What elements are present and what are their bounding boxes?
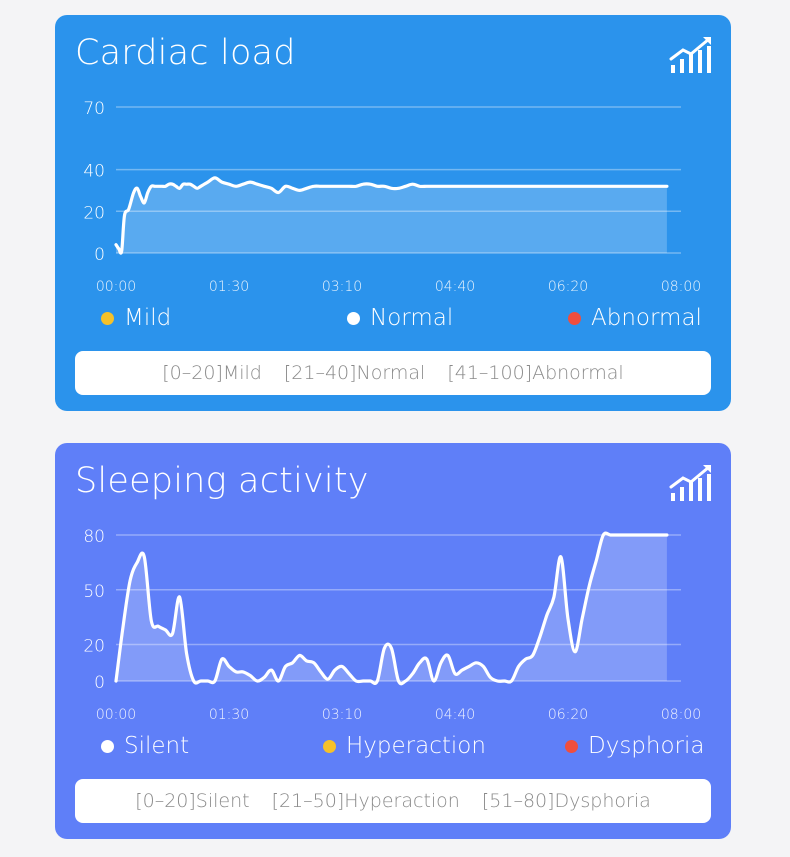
y-tick-label: 50 xyxy=(83,582,105,602)
y-tick-label: 20 xyxy=(83,637,105,657)
sleeping-activity-card: Sleeping activity 0 20 50 80 00:00 01:30 03:10… xyxy=(55,443,731,839)
legend: Mild Normal Abnormal xyxy=(55,305,731,335)
x-tick-label: 03:10 xyxy=(322,707,362,723)
x-tick-label: 03:10 xyxy=(322,279,362,295)
legend-label: Silent xyxy=(124,733,190,759)
series-line xyxy=(114,531,669,686)
range-hyperaction: [21–50]Hyperaction xyxy=(271,790,460,812)
series-area xyxy=(116,177,667,254)
legend-item-silent: Silent xyxy=(101,733,189,759)
x-tick-label: 06:20 xyxy=(548,279,588,295)
legend-item-mild: Mild xyxy=(101,305,171,331)
sleeping-activity-chart: 0 20 50 80 00:00 01:30 03:10 04:40 06:20 08:00 xyxy=(83,527,701,723)
legend-dot xyxy=(565,739,578,753)
y-tick-label: 0 xyxy=(94,673,105,693)
legend-dot xyxy=(323,739,336,753)
trend-chart-icon[interactable] xyxy=(669,35,713,75)
y-tick-label: 80 xyxy=(83,527,105,547)
x-tick-label: 01:30 xyxy=(209,707,249,723)
legend-item-normal: Normal xyxy=(347,305,453,331)
legend-label: Abnormal xyxy=(591,305,702,331)
x-tick-label: 04:40 xyxy=(435,279,475,295)
legend-dot xyxy=(347,311,360,325)
x-tick-label: 00:00 xyxy=(96,707,136,723)
x-tick-label: 04:40 xyxy=(435,707,475,723)
y-tick-label: 0 xyxy=(94,245,105,265)
legend-label: Hyperaction xyxy=(346,733,486,759)
card-title: Sleeping activity xyxy=(75,461,369,501)
legend-label: Dysphoria xyxy=(588,733,705,759)
x-tick-label: 08:00 xyxy=(661,707,701,723)
range-info-box: [0–20]Silent [21–50]Hyperaction [51–80]D… xyxy=(75,779,711,823)
range-silent: [0–20]Silent xyxy=(135,790,250,812)
cardiac-load-card: Cardiac load 0 20 40 70 00:00 01:30 03:10 04:40… xyxy=(55,15,731,411)
range-info-box: [0–20]Mild [21–40]Normal [41–100]Abnorma… xyxy=(75,351,711,395)
legend-item-hyperaction: Hyperaction xyxy=(323,733,486,759)
range-dysphoria: [51–80]Dysphoria xyxy=(481,790,651,812)
cardiac-load-chart: 0 20 40 70 00:00 01:30 03:10 04:40 06:20 08:00 xyxy=(83,99,701,295)
range-mild: [0–20]Mild xyxy=(162,362,262,384)
y-tick-label: 70 xyxy=(83,99,105,119)
x-tick-label: 08:00 xyxy=(661,279,701,295)
trend-chart-icon[interactable] xyxy=(669,463,713,503)
series-line xyxy=(114,176,669,255)
legend: Silent Hyperaction Dysphoria xyxy=(55,733,731,763)
legend-label: Mild xyxy=(124,305,172,331)
x-tick-label: 00:00 xyxy=(96,279,136,295)
legend-label: Normal xyxy=(370,305,454,331)
y-tick-label: 20 xyxy=(83,203,105,223)
card-title: Cardiac load xyxy=(75,33,296,73)
range-abnormal: [41–100]Abnormal xyxy=(447,362,624,384)
legend-dot xyxy=(101,739,114,753)
legend-dot xyxy=(101,311,114,325)
legend-item-abnormal: Abnormal xyxy=(568,305,702,331)
legend-item-dysphoria: Dysphoria xyxy=(565,733,705,759)
range-normal: [21–40]Normal xyxy=(283,362,426,384)
x-tick-label: 06:20 xyxy=(548,707,588,723)
legend-dot xyxy=(568,311,581,325)
y-tick-label: 40 xyxy=(83,162,105,182)
x-tick-label: 01:30 xyxy=(209,279,249,295)
